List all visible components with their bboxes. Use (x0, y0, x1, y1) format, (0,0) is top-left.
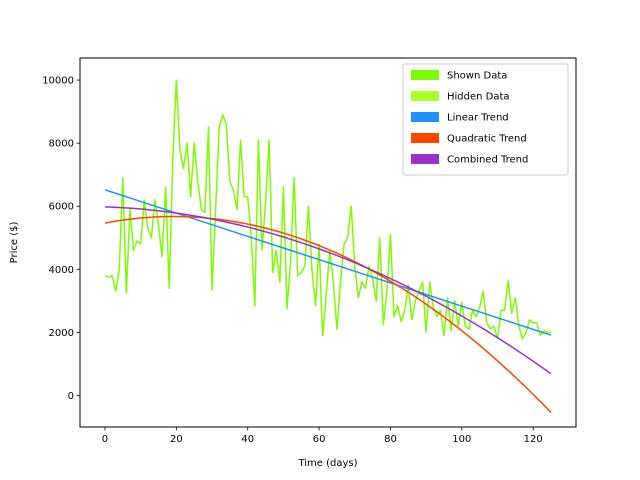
x-tick-label: 40 (241, 434, 254, 445)
plot-area (79, 57, 577, 428)
legend-label: Combined Trend (447, 155, 528, 166)
x-tick-label: 60 (313, 434, 326, 445)
y-tick-label: 8000 (49, 139, 74, 150)
series-layer (104, 79, 552, 414)
plot-frame (79, 57, 577, 428)
legend-swatch (411, 154, 439, 164)
series-line-shown-data (104, 79, 552, 340)
y-axis: 0 2000 4000 6000 8000 10000 (42, 76, 80, 402)
x-axis: 0 20 40 60 80 100 120 (102, 427, 543, 445)
legend-swatch (411, 112, 439, 122)
legend: Shown Data Hidden Data Linear Trend Quadrat… (402, 63, 569, 176)
legend-label: Hidden Data (447, 92, 510, 103)
y-tick-label: 10000 (42, 76, 74, 87)
y-tick-label: 2000 (49, 328, 74, 339)
x-tick-label: 20 (170, 434, 183, 445)
legend-swatch (411, 70, 439, 80)
legend-label: Shown Data (447, 71, 507, 82)
x-tick-label: 120 (524, 434, 543, 445)
series-line-combined-trend (104, 206, 552, 375)
y-axis-label: Price ($) (9, 222, 20, 264)
legend-swatch (411, 91, 439, 101)
y-tick-label: 0 (68, 391, 74, 402)
legend-label: Quadratic Trend (447, 134, 527, 145)
x-tick-label: 100 (452, 434, 471, 445)
y-tick-label: 6000 (49, 202, 74, 213)
y-tick-label: 4000 (49, 265, 74, 276)
x-tick-label: 0 (102, 434, 108, 445)
legend-label: Linear Trend (447, 113, 509, 124)
legend-swatch (411, 133, 439, 143)
x-tick-label: 80 (384, 434, 397, 445)
x-axis-label: Time (days) (297, 458, 357, 469)
series-line-quadratic-trend (104, 215, 552, 414)
legend-frame (402, 63, 569, 176)
